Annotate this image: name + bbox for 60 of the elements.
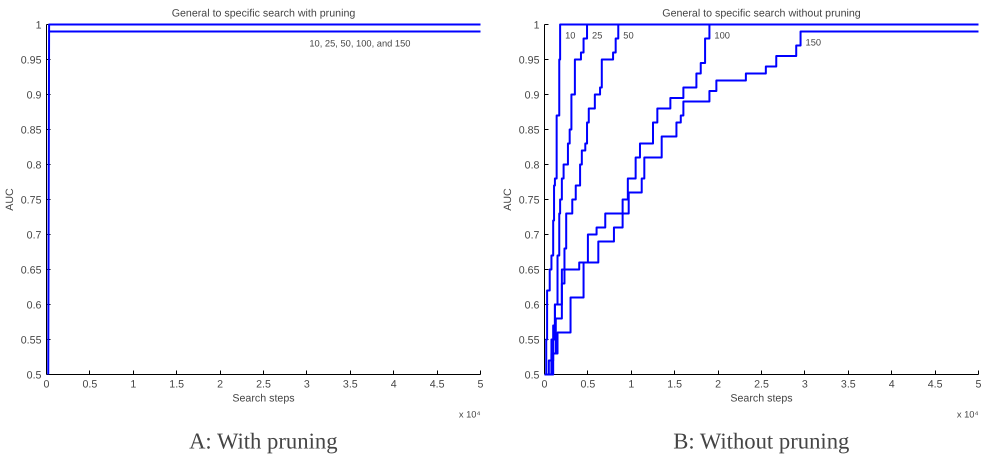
x-tick-label: 4: [888, 378, 895, 390]
y-tick-label: 0.7: [26, 230, 42, 242]
chart-title: General to specific search with pruning: [172, 8, 356, 20]
y-tick-label: 0.9: [524, 90, 540, 102]
x-tick-label: 3.5: [342, 378, 358, 390]
y-tick-label: 0.65: [20, 264, 42, 276]
x-tick-label: 4.5: [430, 378, 445, 390]
y-tick-label: 0.95: [518, 54, 540, 66]
x-tick-label: 3: [802, 378, 808, 390]
x-tick-label: 0.5: [580, 378, 596, 390]
y-axis-title: AUC: [502, 188, 514, 211]
series-label: 100: [714, 30, 730, 40]
y-tick-label: 0.55: [518, 334, 540, 346]
y-tick-label: 1: [36, 20, 42, 32]
y-tick-label: 0.7: [524, 230, 540, 242]
x-axis-title: Search steps: [232, 392, 295, 404]
chart-title: General to specific search without pruning: [662, 8, 861, 20]
series-label: 25: [592, 30, 602, 40]
x-tick-label: 2.5: [754, 378, 769, 390]
x-tick-label: 5: [976, 378, 982, 390]
y-tick-label: 0.85: [518, 124, 540, 136]
y-tick-label: 0.95: [20, 54, 42, 66]
x-tick-label: 1.5: [169, 378, 184, 390]
y-tick-label: 0.65: [518, 264, 540, 276]
y-tick-label: 1: [534, 20, 540, 32]
x-tick-label: 5: [478, 378, 484, 390]
x-tick-label: 4.5: [928, 378, 943, 390]
y-tick-label: 0.8: [524, 160, 540, 172]
text: x 10⁴: [956, 410, 978, 420]
y-tick-label: 0.5: [26, 370, 42, 382]
series-label: 50: [623, 30, 634, 40]
y-tick-label: 0.9: [26, 90, 42, 102]
x-tick-label: 2: [217, 378, 224, 390]
x-tick-label: 3: [304, 378, 310, 390]
y-tick-label: 0.5: [524, 370, 540, 382]
series-label: 10: [565, 30, 576, 40]
text: A: With pruning: [189, 428, 338, 454]
series-label: 150: [806, 38, 822, 48]
y-tick-label: 0.75: [20, 194, 42, 206]
y-axis-title: AUC: [4, 188, 16, 211]
x-tick-label: 3.5: [840, 378, 856, 390]
y-tick-label: 0.8: [26, 160, 42, 172]
text: x 10⁴: [458, 410, 480, 420]
x-tick-label: 0: [542, 378, 548, 390]
x-tick-label: 0.5: [82, 378, 98, 390]
text: B: Without pruning: [673, 428, 850, 454]
x-tick-label: 0: [44, 378, 50, 390]
y-tick-label: 0.55: [20, 334, 42, 346]
y-tick-label: 0.6: [524, 300, 540, 312]
x-tick-label: 2.5: [256, 378, 271, 390]
x-tick-label: 1.5: [667, 378, 682, 390]
x-tick-label: 4: [390, 378, 397, 390]
y-tick-label: 0.85: [20, 124, 42, 136]
x-tick-label: 1: [628, 378, 634, 390]
x-axis-title: Search steps: [730, 392, 793, 404]
x-tick-label: 1: [130, 378, 136, 390]
y-tick-label: 0.6: [26, 300, 42, 312]
y-tick-label: 0.75: [518, 194, 540, 206]
annotation: 10, 25, 50, 100, and 150: [309, 38, 411, 48]
x-tick-label: 2: [715, 378, 722, 390]
